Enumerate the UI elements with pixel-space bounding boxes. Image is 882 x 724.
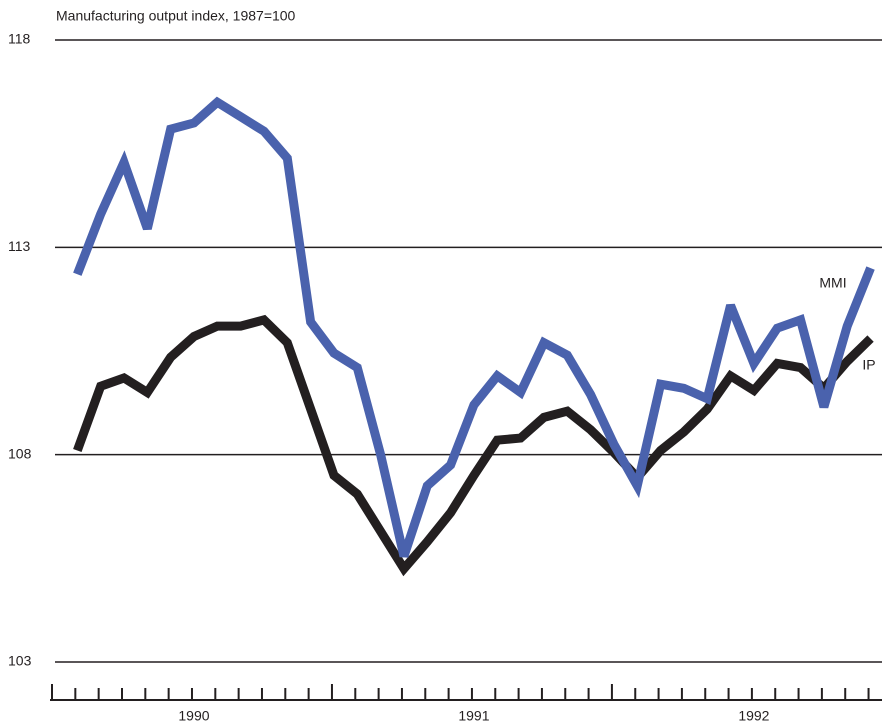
series-label: MMI [819, 275, 846, 291]
y-tick-label: 113 [8, 238, 31, 254]
x-tick-label: 1990 [178, 708, 209, 724]
line-series [73, 96, 875, 558]
series-label: IP [862, 357, 875, 373]
y-tick-label: 103 [8, 653, 32, 669]
line-series [73, 314, 874, 577]
x-tick-label: 1992 [738, 708, 769, 724]
x-tick-label: 1991 [458, 708, 489, 724]
y-tick-label: 118 [8, 31, 31, 47]
chart-title: Manufacturing output index, 1987=100 [56, 8, 296, 24]
y-tick-label: 108 [8, 445, 32, 461]
